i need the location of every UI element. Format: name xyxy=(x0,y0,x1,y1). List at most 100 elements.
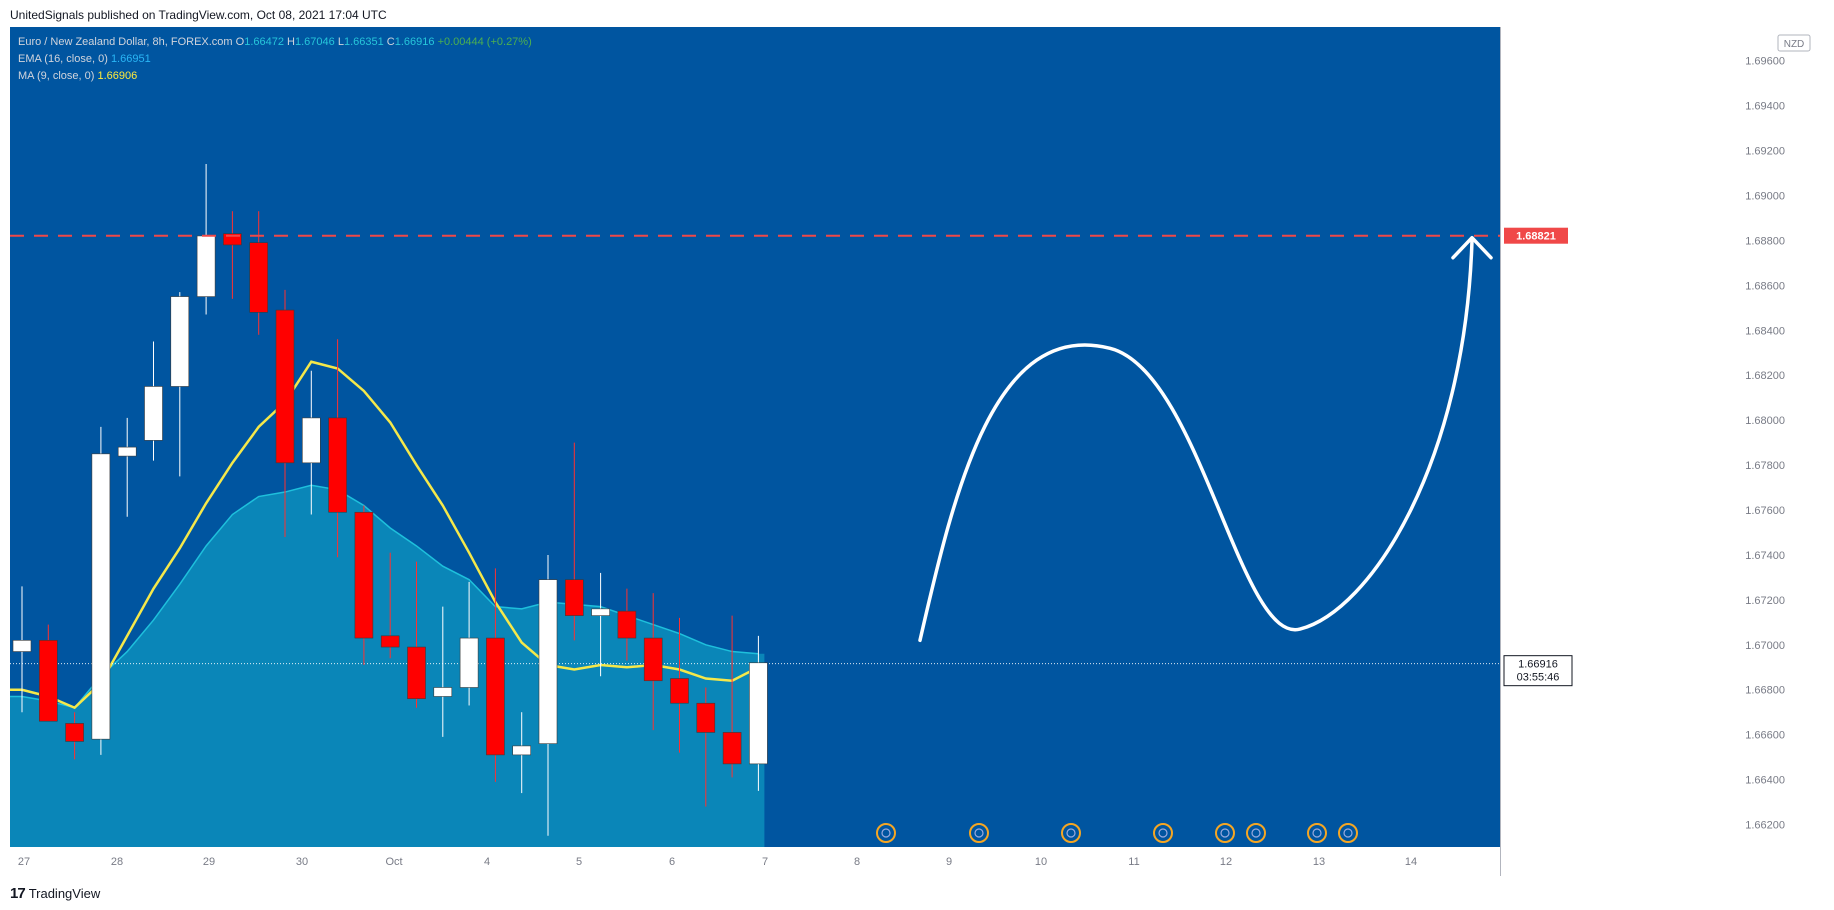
arrow-head-icon xyxy=(1451,235,1493,260)
event-marker-icon[interactable] xyxy=(1061,823,1081,843)
x-tick-label: 29 xyxy=(203,856,215,868)
event-marker-dot xyxy=(1220,828,1230,838)
legend-ma-value: 1.66906 xyxy=(97,70,138,82)
y-tick-label: 1.67400 xyxy=(1745,550,1785,562)
target-tag[interactable] xyxy=(1504,227,1568,244)
candle[interactable] xyxy=(65,723,84,742)
y-tick-label: 1.68200 xyxy=(1745,370,1785,382)
y-tick-label: 1.67600 xyxy=(1745,505,1785,517)
candle[interactable] xyxy=(433,687,453,697)
footer: 17 TradingView xyxy=(10,885,100,902)
y-tick-label: 1.67800 xyxy=(1745,460,1785,472)
y-tick-label: 1.66200 xyxy=(1745,820,1785,832)
y-tick-label: 1.68600 xyxy=(1745,280,1785,292)
candle[interactable] xyxy=(617,610,637,639)
legend-ma-row[interactable]: MA (9, close, 0) 1.66906 xyxy=(18,68,532,85)
legend-ema-value: 1.66951 xyxy=(110,53,151,65)
event-marker-icon[interactable] xyxy=(876,823,896,843)
y-tick-label: 1.69400 xyxy=(1745,101,1785,113)
price-chart[interactable]: 1.68821 1.69600 1.69400 1.69200 1.69000 1.688… xyxy=(10,27,1824,876)
event-marker-dot xyxy=(1343,828,1353,838)
y-tick-label: 1.69000 xyxy=(1745,190,1785,202)
candle[interactable] xyxy=(380,635,400,648)
legend-ema-row[interactable]: EMA (16, close, 0) 1.66951 xyxy=(18,51,532,68)
y-tick-label: 1.67000 xyxy=(1745,640,1785,652)
candle[interactable] xyxy=(696,702,716,733)
candle[interactable] xyxy=(12,640,32,652)
event-marker-dot xyxy=(1312,828,1322,838)
chart-frame[interactable]: 1.68821 1.69600 1.69400 1.69200 1.69000 1.688… xyxy=(10,27,1824,876)
tradingview-logo-icon[interactable]: 17 xyxy=(10,885,26,902)
legend-ohlc-row: Euro / New Zealand Dollar, 8h, FOREX.com… xyxy=(18,34,532,51)
event-marker-icon[interactable] xyxy=(969,823,989,843)
currency-box[interactable] xyxy=(1777,34,1811,52)
x-tick-label: 13 xyxy=(1313,856,1325,868)
candle[interactable] xyxy=(591,608,610,616)
event-marker-dot xyxy=(1251,828,1261,838)
candle[interactable] xyxy=(301,417,321,464)
candle[interactable] xyxy=(91,453,111,740)
legend-symbol[interactable]: Euro / New Zealand Dollar, 8h, FOREX.com xyxy=(18,36,233,48)
legend-l-label: L xyxy=(337,36,344,48)
y-tick-label: 1.68000 xyxy=(1745,415,1785,427)
price-tag[interactable] xyxy=(1503,655,1573,687)
legend-high: 1.67046 xyxy=(295,36,335,48)
event-marker-icon[interactable] xyxy=(1153,823,1173,843)
y-tick-label: 1.66800 xyxy=(1745,685,1785,697)
x-tick-label: 28 xyxy=(111,856,123,868)
legend-low: 1.66351 xyxy=(343,36,384,48)
ma-line xyxy=(10,360,759,710)
candle[interactable] xyxy=(486,637,505,756)
candle[interactable] xyxy=(407,646,426,700)
x-tick-label: 9 xyxy=(946,856,952,868)
candle[interactable] xyxy=(512,745,532,756)
candle[interactable] xyxy=(170,296,190,387)
candle[interactable] xyxy=(223,233,242,246)
event-marker-icon[interactable] xyxy=(1338,823,1358,843)
price-axis-panel[interactable] xyxy=(1500,27,1824,876)
candle[interactable] xyxy=(459,637,479,688)
currency-label: NZD xyxy=(1784,39,1805,50)
candle[interactable] xyxy=(722,732,742,765)
y-tick-label: 1.66400 xyxy=(1745,775,1785,787)
candle[interactable] xyxy=(249,242,268,313)
candle[interactable] xyxy=(354,511,374,639)
x-tick-label: 8 xyxy=(854,856,860,868)
price-tag-countdown: 03:55:46 xyxy=(1517,672,1560,684)
candle[interactable] xyxy=(196,235,216,297)
target-tag-value: 1.68821 xyxy=(1516,231,1556,243)
time-axis-panel[interactable] xyxy=(10,847,1500,876)
candle[interactable] xyxy=(328,417,347,513)
x-tick-label: 30 xyxy=(296,856,308,868)
candle[interactable] xyxy=(670,678,689,704)
price-tag-value: 1.66916 xyxy=(1518,659,1558,671)
candle[interactable] xyxy=(117,446,137,457)
candle[interactable] xyxy=(564,579,584,616)
legend-o-label: O xyxy=(235,36,245,48)
candle[interactable] xyxy=(538,579,558,744)
event-marker-icon[interactable] xyxy=(1215,823,1235,843)
y-tick-label: 1.69600 xyxy=(1745,56,1785,68)
event-marker-dot xyxy=(974,828,984,838)
target-annotation[interactable]: 1.68821 xyxy=(1552,159,1734,205)
candle[interactable] xyxy=(144,386,163,441)
candle[interactable] xyxy=(38,640,58,722)
projection-curve[interactable] xyxy=(918,238,1474,643)
legend-h-label: H xyxy=(287,36,295,48)
chart-legend: Euro / New Zealand Dollar, 8h, FOREX.com… xyxy=(18,34,532,85)
event-marker-dot xyxy=(881,828,891,838)
x-tick-label: 5 xyxy=(576,856,582,868)
event-marker-icon[interactable] xyxy=(1307,823,1327,843)
legend-change: +0.00444 (+0.27%) xyxy=(437,36,532,48)
candle[interactable] xyxy=(643,637,663,682)
x-tick-label: Oct xyxy=(385,856,402,868)
footer-brand[interactable]: TradingView xyxy=(28,886,101,901)
event-marker-dot xyxy=(1066,828,1076,838)
candle[interactable] xyxy=(275,309,295,464)
candle[interactable] xyxy=(749,662,768,765)
legend-close: 1.66916 xyxy=(394,36,435,48)
event-marker-icon[interactable] xyxy=(1246,823,1266,843)
x-tick-label: 6 xyxy=(669,856,675,868)
x-tick-label: 10 xyxy=(1035,856,1047,868)
legend-ma-label: MA (9, close, 0) xyxy=(18,70,95,82)
